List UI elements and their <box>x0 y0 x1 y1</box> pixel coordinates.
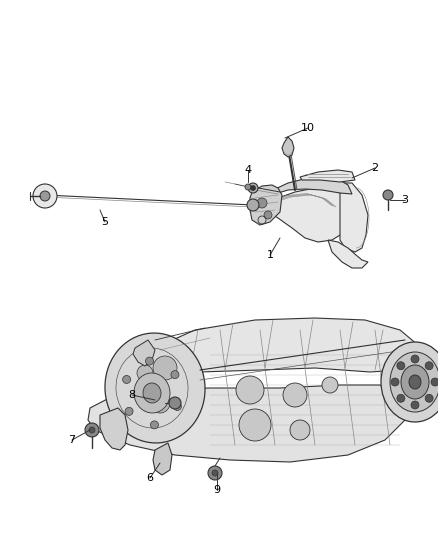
Circle shape <box>290 420 310 440</box>
Circle shape <box>425 394 433 402</box>
Circle shape <box>40 191 50 201</box>
Polygon shape <box>88 385 410 462</box>
Circle shape <box>322 377 338 393</box>
Ellipse shape <box>143 383 161 403</box>
Circle shape <box>236 376 264 404</box>
Circle shape <box>264 211 272 219</box>
Polygon shape <box>270 177 352 194</box>
Circle shape <box>173 402 181 410</box>
Circle shape <box>169 397 181 409</box>
Text: 4: 4 <box>244 165 251 175</box>
Ellipse shape <box>401 365 429 399</box>
Circle shape <box>257 198 267 208</box>
Circle shape <box>171 370 179 378</box>
Circle shape <box>431 378 438 386</box>
Text: 3: 3 <box>402 195 409 205</box>
Circle shape <box>33 184 57 208</box>
Polygon shape <box>153 443 172 475</box>
Circle shape <box>150 393 170 413</box>
Circle shape <box>89 427 95 433</box>
Text: 10: 10 <box>301 123 315 133</box>
Circle shape <box>411 401 419 409</box>
Text: 5: 5 <box>102 217 109 227</box>
Polygon shape <box>133 340 155 366</box>
Circle shape <box>251 185 255 190</box>
Circle shape <box>137 365 153 381</box>
Polygon shape <box>250 185 282 225</box>
Circle shape <box>153 356 177 380</box>
Circle shape <box>411 355 419 363</box>
Circle shape <box>208 466 222 480</box>
Polygon shape <box>148 318 418 372</box>
Circle shape <box>397 362 405 370</box>
Ellipse shape <box>381 342 438 422</box>
Circle shape <box>85 423 99 437</box>
Ellipse shape <box>390 352 438 412</box>
Text: 6: 6 <box>146 473 153 483</box>
Circle shape <box>125 407 133 415</box>
Text: 9: 9 <box>213 485 221 495</box>
Circle shape <box>248 183 258 193</box>
Text: 7: 7 <box>68 435 76 445</box>
Circle shape <box>397 394 405 402</box>
Circle shape <box>150 421 159 429</box>
Text: 8: 8 <box>128 390 136 400</box>
Ellipse shape <box>105 333 205 443</box>
Circle shape <box>145 357 154 365</box>
Circle shape <box>239 409 271 441</box>
Circle shape <box>245 184 251 190</box>
Circle shape <box>247 199 259 211</box>
Circle shape <box>425 362 433 370</box>
Text: 2: 2 <box>371 163 378 173</box>
Ellipse shape <box>409 375 421 389</box>
Polygon shape <box>328 240 368 268</box>
Polygon shape <box>100 408 128 450</box>
Circle shape <box>383 190 393 200</box>
Text: 1: 1 <box>266 250 273 260</box>
Circle shape <box>391 378 399 386</box>
Ellipse shape <box>134 373 170 413</box>
Polygon shape <box>340 183 368 252</box>
Circle shape <box>123 375 131 383</box>
Polygon shape <box>300 170 355 182</box>
Polygon shape <box>282 137 294 157</box>
Polygon shape <box>260 188 355 242</box>
Circle shape <box>212 470 218 476</box>
Circle shape <box>283 383 307 407</box>
